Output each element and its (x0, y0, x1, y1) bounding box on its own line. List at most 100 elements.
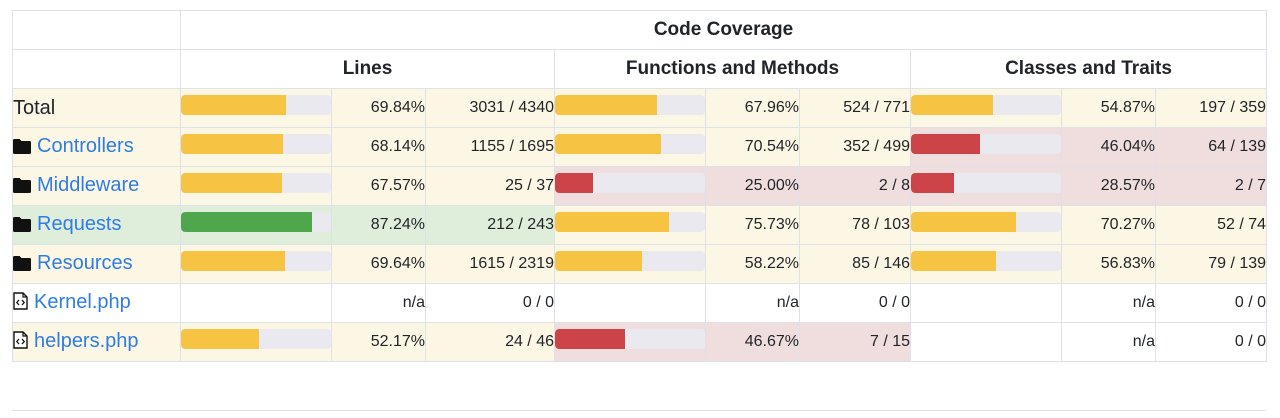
progress-bar-fill (555, 251, 643, 271)
progress-bar-fill (181, 251, 286, 271)
progress-bar (181, 251, 331, 271)
functions-bar-cell (554, 322, 706, 362)
progress-bar (181, 212, 331, 232)
classes-bar-cell (910, 322, 1062, 362)
classes-bar-cell (910, 166, 1062, 206)
lines-bar-cell (180, 244, 332, 284)
progress-bar-fill (911, 173, 954, 193)
folder-icon (13, 215, 31, 238)
row-name-cell[interactable]: Middleware (12, 166, 181, 206)
classes-percent: n/a (1061, 283, 1156, 323)
functions-percent: 25.00% (705, 166, 800, 206)
table-row: helpers.php 52.17% 24 / 46 46.67% 7 / 15 n/a 0… (12, 322, 1268, 362)
code-file-icon (13, 291, 28, 316)
footer-divider (12, 410, 1266, 411)
functions-percent: n/a (705, 283, 800, 323)
row-name-cell[interactable]: helpers.php (12, 322, 181, 362)
classes-bar-cell (910, 244, 1062, 284)
table-title: Code Coverage (179, 10, 1268, 50)
lines-percent: 52.17% (331, 322, 426, 362)
coverage-table: Code Coverage Lines Functions and Method… (12, 10, 1268, 362)
table-row: Controllers 68.14% 1155 / 1695 70.54% 352 / … (12, 127, 1268, 167)
classes-percent: 70.27% (1061, 205, 1156, 245)
row-link[interactable]: Resources (37, 251, 133, 274)
functions-percent: 67.96% (705, 88, 800, 128)
classes-percent: 56.83% (1061, 244, 1156, 284)
progress-bar (181, 329, 331, 349)
coverage-rows: Total 69.84% 3031 / 4340 67.96% 524 / 771 54.… (12, 88, 1268, 362)
lines-percent: 87.24% (331, 205, 426, 245)
lines-ratio: 1615 / 2319 (425, 244, 555, 284)
lines-ratio: 3031 / 4340 (425, 88, 555, 128)
row-link[interactable]: Middleware (37, 173, 140, 196)
lines-percent: 68.14% (331, 127, 426, 167)
functions-bar-cell (554, 127, 706, 167)
progress-bar-fill (911, 134, 981, 154)
progress-bar-fill (181, 173, 283, 193)
lines-bar-cell (180, 205, 332, 245)
classes-bar-cell (910, 205, 1062, 245)
progress-bar (555, 329, 705, 349)
progress-bar (911, 251, 1061, 271)
lines-percent: 69.64% (331, 244, 426, 284)
progress-bar-fill (911, 251, 997, 271)
progress-bar (555, 134, 705, 154)
lines-ratio: 0 / 0 (425, 283, 555, 323)
progress-bar (181, 95, 331, 115)
row-link[interactable]: Requests (37, 212, 122, 235)
lines-bar-cell (180, 127, 332, 167)
lines-ratio: 212 / 243 (425, 205, 555, 245)
classes-ratio: 2 / 7 (1154, 166, 1268, 206)
progress-bar-fill (181, 95, 286, 115)
corner-cell (12, 49, 181, 89)
table-row: Total 69.84% 3031 / 4340 67.96% 524 / 771 54.… (12, 88, 1268, 128)
lines-percent: 67.57% (331, 166, 426, 206)
functions-bar-cell (554, 205, 706, 245)
table-row: Requests 87.24% 212 / 243 75.73% 78 / 103 70.… (12, 205, 1268, 245)
functions-ratio: 85 / 146 (799, 244, 911, 284)
row-name-cell[interactable]: Kernel.php (12, 283, 181, 323)
functions-ratio: 7 / 15 (799, 322, 911, 362)
table-row: Resources 69.64% 1615 / 2319 58.22% 85 / 146… (12, 244, 1268, 284)
progress-bar (555, 251, 705, 271)
row-name-cell[interactable]: Controllers (12, 127, 181, 167)
progress-bar (911, 173, 1061, 193)
row-name-cell[interactable]: Resources (12, 244, 181, 284)
classes-ratio: 0 / 0 (1154, 322, 1268, 362)
corner-cell (12, 10, 181, 50)
progress-bar-fill (555, 95, 657, 115)
classes-percent: 46.04% (1061, 127, 1156, 167)
classes-bar-cell (910, 283, 1062, 323)
functions-bar-cell (554, 244, 706, 284)
lines-ratio: 25 / 37 (425, 166, 555, 206)
progress-bar (555, 212, 705, 232)
functions-bar-cell (554, 283, 706, 323)
progress-bar-fill (911, 212, 1017, 232)
functions-bar-cell (554, 88, 706, 128)
functions-ratio: 78 / 103 (799, 205, 911, 245)
progress-bar (911, 212, 1061, 232)
row-link[interactable]: Kernel.php (34, 290, 131, 313)
classes-ratio: 64 / 139 (1154, 127, 1268, 167)
lines-percent: 69.84% (331, 88, 426, 128)
group-header-classes: Classes and Traits (909, 49, 1268, 89)
classes-bar-cell (910, 88, 1062, 128)
row-link[interactable]: helpers.php (34, 329, 139, 352)
lines-bar-cell (180, 166, 332, 206)
row-label: Total (13, 96, 56, 119)
row-name-cell[interactable]: Requests (12, 205, 181, 245)
row-link[interactable]: Controllers (37, 134, 134, 157)
functions-percent: 58.22% (705, 244, 800, 284)
functions-ratio: 352 / 499 (799, 127, 911, 167)
classes-percent: 28.57% (1061, 166, 1156, 206)
classes-ratio: 79 / 139 (1154, 244, 1268, 284)
progress-bar-fill (181, 329, 260, 349)
functions-percent: 46.67% (705, 322, 800, 362)
classes-percent: 54.87% (1061, 88, 1156, 128)
progress-bar (911, 95, 1061, 115)
progress-bar-fill (911, 95, 994, 115)
table-row: Middleware 67.57% 25 / 37 25.00% 2 / 8 28.57%… (12, 166, 1268, 206)
lines-percent: n/a (331, 283, 426, 323)
classes-percent: n/a (1061, 322, 1156, 362)
progress-bar (555, 173, 705, 193)
